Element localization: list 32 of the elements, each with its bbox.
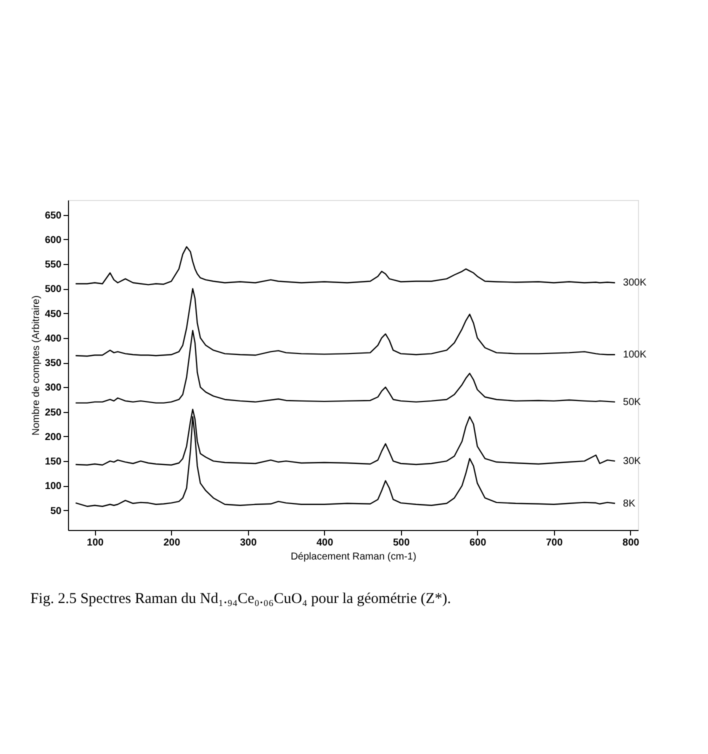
x-tick-label: 600: [469, 538, 487, 548]
line-series: [75, 246, 616, 286]
x-tick-label: 200: [163, 538, 181, 548]
y-tick-label: 400: [44, 333, 62, 344]
y-axis-title: Nombre de comptes (Arbitraire): [30, 295, 42, 436]
y-tick-label: 650: [44, 210, 62, 222]
y-tick-label: 300: [44, 382, 62, 394]
series-label: 100K: [623, 350, 647, 361]
y-tick-label: 350: [44, 358, 62, 370]
series-label: 8K: [623, 498, 636, 510]
x-tick-label: 300: [240, 538, 258, 548]
y-tick-label: 50: [50, 506, 62, 517]
series-label: 50K: [623, 396, 642, 408]
x-axis-title: Déplacement Raman (cm-1): [290, 552, 416, 562]
y-tick-label: 250: [44, 407, 62, 418]
caption: Fig. 2.5 Spectres Raman du Nd₁.₉₄Ce₀.₀₆CuO₄ pour la géométrie (Z*).: [30, 591, 452, 607]
y-tick-label: 500: [44, 284, 62, 296]
y-tick-label: 550: [44, 260, 62, 271]
x-tick-label: 800: [622, 538, 640, 548]
x-tick-label: 700: [546, 538, 564, 548]
line-series: [75, 330, 616, 404]
y-tick-label: 200: [44, 432, 62, 443]
y-tick-label: 450: [44, 308, 62, 320]
line-series: [75, 288, 616, 357]
x-tick-label: 400: [316, 538, 334, 548]
y-tick-label: 600: [44, 234, 62, 246]
x-tick-label: 500: [392, 538, 410, 548]
series-label: 300K: [623, 278, 647, 289]
series-label: 30K: [623, 456, 642, 468]
y-tick-label: 150: [44, 456, 62, 468]
x-tick-label: 100: [86, 538, 104, 548]
y-tick-label: 100: [44, 481, 62, 492]
